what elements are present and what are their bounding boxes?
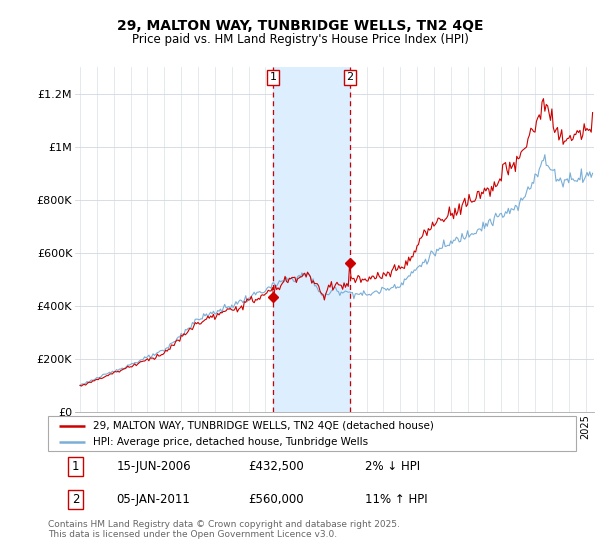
Text: 29, MALTON WAY, TUNBRIDGE WELLS, TN2 4QE (detached house): 29, MALTON WAY, TUNBRIDGE WELLS, TN2 4QE…	[93, 421, 434, 431]
Text: 1: 1	[269, 72, 277, 82]
Text: Contains HM Land Registry data © Crown copyright and database right 2025.
This d: Contains HM Land Registry data © Crown c…	[48, 520, 400, 539]
Text: 29, MALTON WAY, TUNBRIDGE WELLS, TN2 4QE: 29, MALTON WAY, TUNBRIDGE WELLS, TN2 4QE	[117, 20, 483, 34]
Text: 15-JUN-2006: 15-JUN-2006	[116, 460, 191, 473]
Text: 05-JAN-2011: 05-JAN-2011	[116, 493, 191, 506]
Text: Price paid vs. HM Land Registry's House Price Index (HPI): Price paid vs. HM Land Registry's House …	[131, 32, 469, 46]
FancyBboxPatch shape	[48, 416, 576, 451]
Text: 2: 2	[72, 493, 79, 506]
Bar	[273, 67, 350, 412]
Text: £432,500: £432,500	[248, 460, 304, 473]
Text: 2% ↓ HPI: 2% ↓ HPI	[365, 460, 420, 473]
Text: 2: 2	[346, 72, 353, 82]
Text: 11% ↑ HPI: 11% ↑ HPI	[365, 493, 427, 506]
Text: 1: 1	[72, 460, 79, 473]
Text: HPI: Average price, detached house, Tunbridge Wells: HPI: Average price, detached house, Tunb…	[93, 437, 368, 447]
Text: £560,000: £560,000	[248, 493, 304, 506]
